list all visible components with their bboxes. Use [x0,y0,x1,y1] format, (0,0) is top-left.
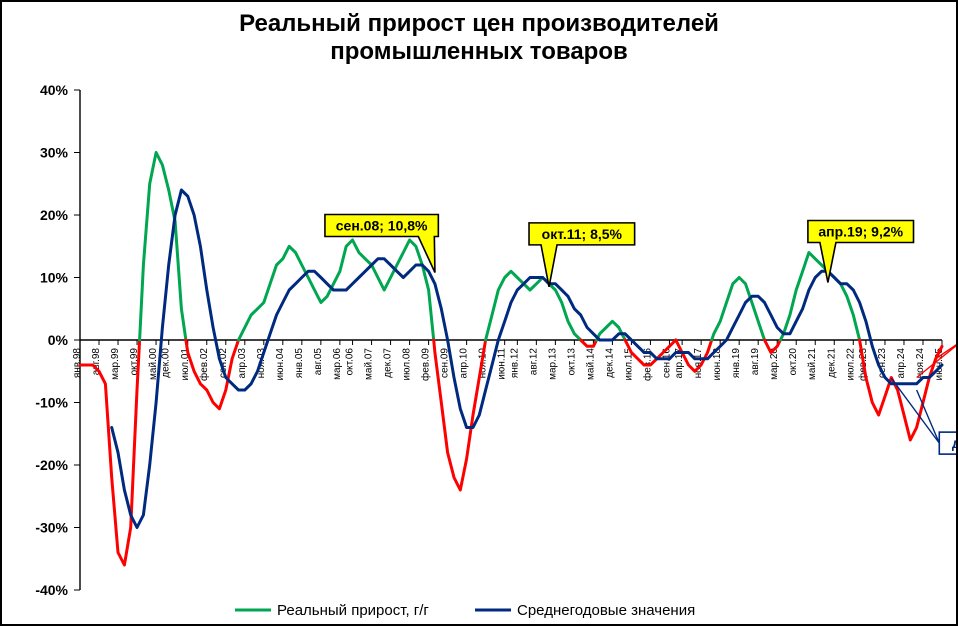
svg-text:Реальный прирост, г/г: Реальный прирост, г/г [277,602,429,619]
chart-container: Реальный прирост цен производителей пром… [0,0,958,626]
series-real [186,340,239,409]
svg-text:мар.99: мар.99 [110,348,121,380]
svg-text:-20%: -20% [35,457,68,473]
svg-text:окт.06: окт.06 [345,348,356,376]
svg-text:июл.22: июл.22 [845,348,856,381]
svg-text:мар.06: мар.06 [332,348,343,380]
svg-text:дек.20; -6,1%: дек.20; -6,1% [952,435,956,451]
series-real [486,271,581,340]
svg-text:10%: 10% [40,270,69,286]
svg-text:дек.00: дек.00 [161,348,172,378]
series-real [597,321,626,340]
chart-title: Реальный прирост цен производителей пром… [2,2,956,65]
svg-text:окт.20: окт.20 [788,348,799,376]
svg-text:-40%: -40% [35,582,68,598]
svg-text:Среднегодовые значения: Среднегодовые значения [517,602,695,619]
svg-text:авг.12: авг.12 [528,348,539,376]
svg-text:авг.19: авг.19 [750,348,761,376]
legend: Реальный прирост, г/г Среднегодовые значе… [235,602,695,619]
svg-text:апр.19; 9,2%: апр.19; 9,2% [818,224,903,240]
line-chart: -40% -30% -20% -10% 0% 10% 20% 30% 40% янв.98 авг.… [2,80,956,624]
callout-yellow: апр.19; 9,2% [808,221,914,283]
svg-text:янв.98: янв.98 [72,348,83,379]
svg-text:окт.13: окт.13 [566,348,577,376]
callout-yellow: окт.11; 8,5% [529,223,635,287]
svg-text:май.14: май.14 [585,348,596,380]
svg-text:май.21: май.21 [807,348,818,380]
svg-text:сен.08; 10,8%: сен.08; 10,8% [336,218,428,234]
series-real [712,278,765,341]
svg-text:апр.10: апр.10 [459,348,470,379]
svg-text:дек.21: дек.21 [826,348,837,378]
svg-text:апр.03: апр.03 [237,348,248,379]
svg-text:фев.02: фев.02 [198,348,210,381]
svg-text:-30%: -30% [35,520,68,536]
svg-text:янв.05: янв.05 [294,348,305,379]
svg-text:-10%: -10% [35,395,68,411]
svg-text:окт.11; 8,5%: окт.11; 8,5% [542,226,623,242]
svg-text:янв.19: янв.19 [731,348,742,379]
svg-text:0%: 0% [48,332,69,348]
svg-text:май.07: май.07 [364,348,375,380]
svg-text:дек.14: дек.14 [604,348,615,378]
svg-text:янв.12: янв.12 [509,348,520,379]
svg-text:июн.11: июн.11 [497,348,508,380]
svg-text:фев.09: фев.09 [420,348,432,381]
svg-text:июл.08: июл.08 [402,348,413,381]
svg-text:40%: 40% [40,82,69,98]
svg-text:авг.05: авг.05 [313,348,324,376]
series-real [581,340,597,346]
svg-text:мар.13: мар.13 [547,348,558,380]
svg-text:апр.24: апр.24 [896,348,907,379]
svg-text:30%: 30% [40,145,69,161]
callout-blue: дек.20; -6,1% [891,378,956,454]
svg-text:дек.07: дек.07 [383,348,394,378]
svg-text:20%: 20% [40,207,69,223]
svg-text:июн.04: июн.04 [275,348,286,381]
